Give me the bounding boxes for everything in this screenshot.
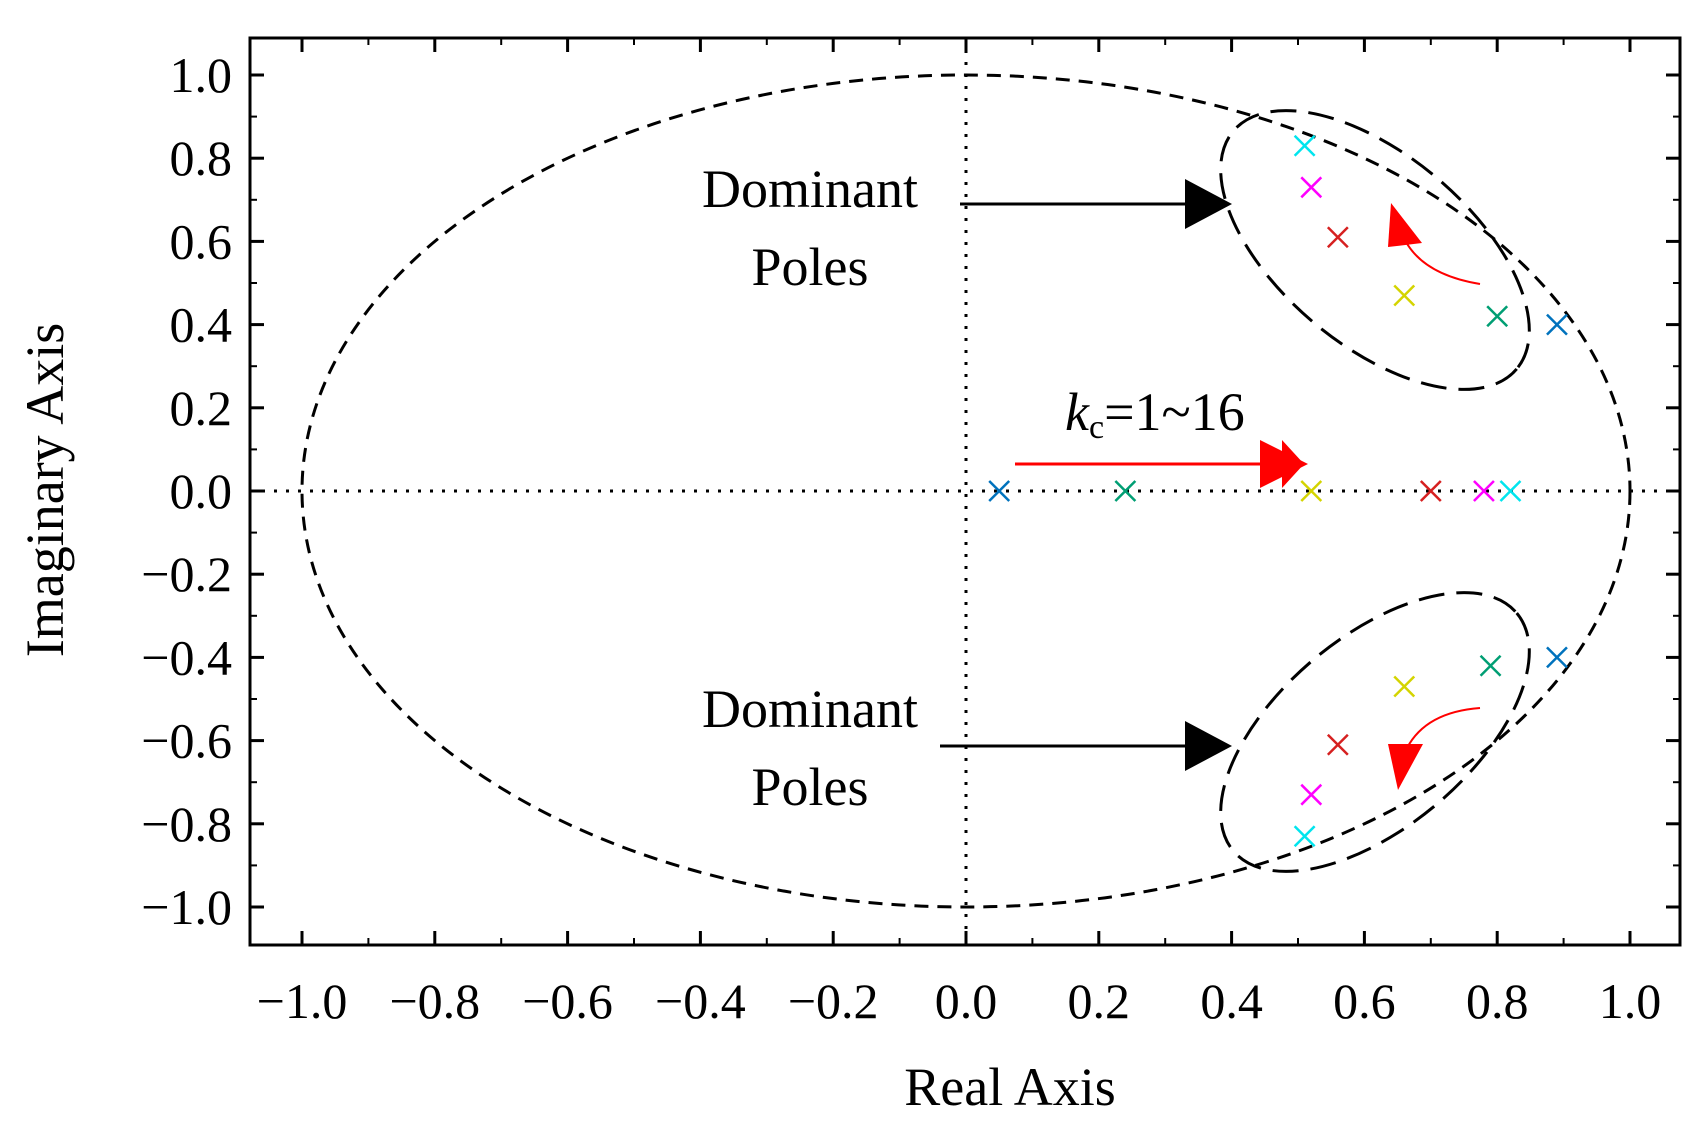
- y-axis-title: Imaginary Axis: [15, 323, 75, 657]
- curve-arrow-upper: [1405, 241, 1481, 285]
- x-tick-label: 0.2: [1068, 973, 1131, 1029]
- pole-marker-stroke: [1300, 783, 1323, 806]
- pole-marker-stroke: [1393, 284, 1416, 307]
- gain-label: kc=1~16: [1065, 382, 1245, 446]
- pole-marker-1-0: [1114, 480, 1137, 502]
- pole-marker-stroke: [1114, 480, 1137, 502]
- pole-marker-stroke: [988, 480, 1011, 502]
- curve-arrow-lower-head: [1388, 744, 1423, 790]
- pole-marker-0-1: [1546, 313, 1568, 336]
- y-tick-label: 1.0: [170, 47, 233, 103]
- y-tick-label: −1.0: [141, 879, 232, 935]
- upper-annotation-line2: Poles: [751, 237, 868, 297]
- gain-label-rest: =1~16: [1104, 382, 1245, 442]
- y-tick-label: 0.2: [170, 380, 233, 436]
- curve-arrow-lower: [1406, 707, 1481, 749]
- pole-marker-1-1: [1486, 305, 1509, 328]
- pole-marker-1-2: [1479, 654, 1502, 677]
- pole-marker-2-2: [1393, 675, 1416, 698]
- arrow-lower-head: [1185, 721, 1232, 771]
- pole-marker-stroke: [1326, 226, 1349, 249]
- annotation-arrows: [940, 179, 1481, 790]
- pole-marker-stroke: [1419, 480, 1442, 502]
- pole-marker-3-2: [1326, 733, 1349, 756]
- lower-annotation-line2: Poles: [751, 757, 868, 817]
- y-tick-label: 0.0: [170, 463, 233, 519]
- pole-marker-stroke: [1499, 480, 1522, 502]
- pole-marker-2-1: [1393, 284, 1416, 307]
- plot-background: [250, 38, 1680, 945]
- dominant-region-lower: [1219, 591, 1531, 873]
- x-tick-label: 1.0: [1599, 973, 1662, 1029]
- pole-marker-5-0: [1499, 480, 1522, 502]
- plot-area: [250, 38, 1680, 945]
- x-tick-labels: −1.0 −0.8 −0.6 −0.4 −0.2 0.0 0.2 0.4 0.6 0.8 1.0: [257, 973, 1662, 1029]
- arrow-upper-head: [1185, 179, 1232, 229]
- y-tick-label: −0.8: [141, 796, 232, 852]
- pole-marker-3-1: [1326, 226, 1349, 249]
- pole-marker-stroke: [1300, 480, 1323, 502]
- pole-marker-stroke: [1393, 675, 1416, 698]
- pole-marker-stroke: [1486, 305, 1509, 328]
- pole-marker-stroke: [1293, 825, 1316, 848]
- pole-marker-stroke: [1546, 646, 1568, 669]
- x-tick-label: 0.4: [1200, 973, 1263, 1029]
- plot-frame: [248, 36, 1682, 947]
- gain-label-k: k: [1065, 382, 1090, 442]
- x-tick-label: 0.0: [935, 973, 998, 1029]
- x-tick-label: −0.8: [389, 973, 480, 1029]
- pole-marker-0-2: [1546, 646, 1568, 669]
- pole-marker-stroke: [1293, 134, 1316, 157]
- y-tick-label: 0.4: [170, 297, 233, 353]
- gain-label-sub: c: [1089, 409, 1104, 446]
- pole-marker-4-0: [1473, 480, 1495, 502]
- x-tick-label: −0.4: [655, 973, 746, 1029]
- upper-annotation-line1: Dominant: [702, 159, 918, 219]
- pole-markers: [988, 134, 1568, 848]
- curve-arrow-upper-head: [1388, 203, 1422, 247]
- pole-marker-stroke: [1300, 176, 1323, 199]
- gain-arrow-head: [1260, 440, 1308, 488]
- x-tick-label: −0.6: [522, 973, 613, 1029]
- pole-marker-5-2: [1293, 825, 1316, 848]
- y-tick-label: −0.4: [141, 629, 232, 685]
- pole-marker-3-0: [1419, 480, 1442, 502]
- pole-marker-stroke: [1473, 480, 1495, 502]
- x-tick-label: 0.8: [1466, 973, 1529, 1029]
- x-axis-title: Real Axis: [904, 1057, 1116, 1117]
- pole-marker-stroke: [1546, 313, 1568, 336]
- lower-annotation-line1: Dominant: [702, 679, 918, 739]
- y-tick-labels: 1.0 0.8 0.6 0.4 0.2 0.0 −0.2 −0.4 −0.6 −0.8 −1.0: [141, 47, 232, 935]
- pole-marker-5-1: [1293, 134, 1316, 157]
- pole-marker-4-2: [1300, 783, 1323, 806]
- y-tick-label: −0.6: [141, 713, 232, 769]
- pole-marker-4-1: [1300, 176, 1323, 199]
- pole-marker-2-0: [1300, 480, 1323, 502]
- x-tick-label: 0.6: [1333, 973, 1396, 1029]
- y-tick-label: 0.6: [170, 213, 233, 269]
- pole-marker-stroke: [1326, 733, 1349, 756]
- y-tick-label: −0.2: [141, 546, 232, 602]
- x-tick-label: −0.2: [788, 973, 879, 1029]
- pole-marker-stroke: [1479, 654, 1502, 677]
- pole-marker-0-0: [988, 480, 1011, 502]
- y-tick-label: 0.8: [170, 130, 233, 186]
- x-tick-label: −1.0: [257, 973, 348, 1029]
